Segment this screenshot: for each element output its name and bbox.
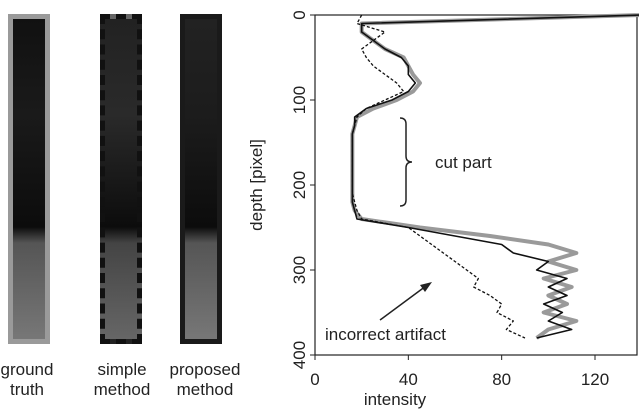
series-line	[350, 13, 639, 340]
series-line	[351, 14, 526, 339]
image-ground-truth	[8, 14, 50, 344]
x-tick-label: 80	[492, 370, 511, 389]
x-tick-label: 40	[399, 370, 418, 389]
image-caption: ground truth	[0, 360, 54, 399]
arrow-head	[420, 282, 432, 292]
x-tick-label: 120	[581, 370, 609, 389]
image-caption: proposed method	[169, 360, 241, 399]
plot-frame	[314, 14, 638, 356]
x-tick-label: 0	[310, 370, 319, 389]
image-proposed-method	[180, 14, 222, 344]
y-tick-label: 200	[290, 171, 309, 199]
x-axis-label: intensity	[364, 390, 427, 409]
image-simple-method	[100, 14, 142, 344]
y-tick-label: 400	[290, 341, 309, 369]
arrow	[379, 285, 427, 321]
y-axis-label: depth [pixel]	[247, 139, 266, 231]
series-line	[351, 14, 639, 339]
annotation: cut part	[435, 153, 492, 172]
annotation: incorrect artifact	[325, 325, 446, 344]
y-tick-label: 0	[290, 10, 309, 19]
y-tick-label: 100	[290, 86, 309, 114]
brace	[399, 117, 413, 207]
image-caption: simple method	[93, 360, 151, 399]
y-tick-label: 300	[290, 256, 309, 284]
